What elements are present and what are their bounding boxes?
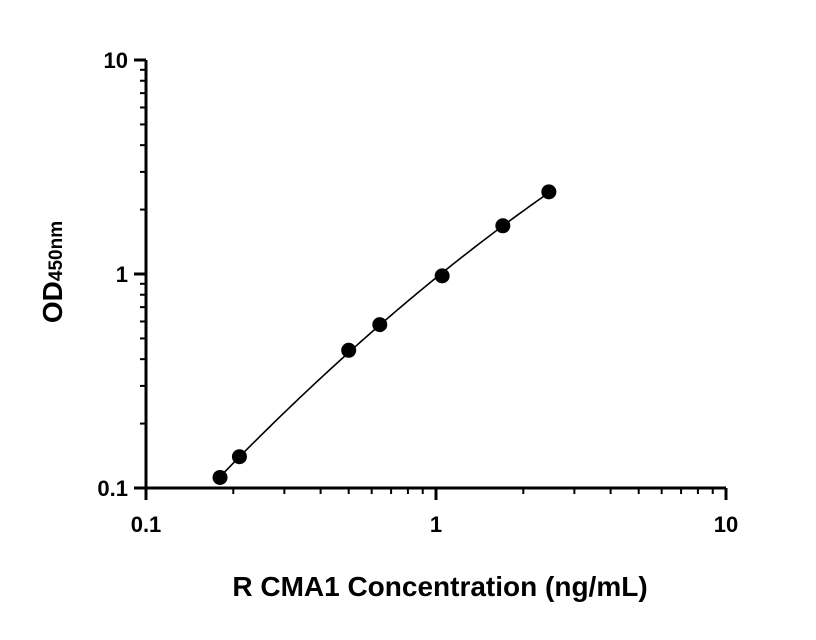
y-tick-label: 1: [116, 262, 128, 287]
x-axis-title: R CMA1 Concentration (ng/mL): [232, 571, 647, 602]
y-tick-label: 0.1: [97, 476, 128, 501]
ticks: 0.1 1 10 0.1 1 10: [97, 48, 738, 537]
x-tick-label: 1: [430, 512, 442, 537]
fit-curve-layer: [219, 192, 550, 478]
data-point: [495, 218, 511, 234]
data-point: [341, 342, 357, 358]
y-axis-title: OD450nm: [37, 221, 68, 323]
data-point: [434, 268, 450, 284]
y-tick-label: 10: [104, 48, 128, 73]
y-axis-title-subscript: 450nm: [46, 221, 67, 281]
x-tick-label: 0.1: [131, 512, 162, 537]
data-point: [372, 317, 388, 333]
data-point: [231, 449, 247, 465]
data-points: [212, 184, 557, 485]
data-point: [541, 184, 557, 200]
data-point: [212, 469, 228, 485]
fit-curve: [219, 192, 550, 478]
y-axis-title-main: OD: [37, 281, 68, 323]
x-tick-label: 10: [714, 512, 738, 537]
